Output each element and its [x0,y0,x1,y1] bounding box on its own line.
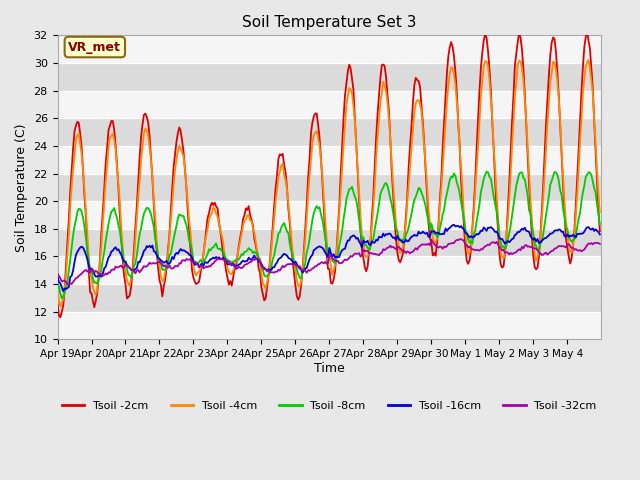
Tsoil -8cm [58,296,66,301]
Tsoil -2cm [74,119,81,125]
Line: Tsoil -16cm: Tsoil -16cm [58,225,600,291]
Tsoil -32cm [442,244,449,250]
Tsoil -2cm [583,28,591,34]
Bar [58,284,601,312]
Tsoil -4cm [442,118,449,124]
Tsoil -16cm [74,249,81,255]
Tsoil -4cm [585,57,593,63]
Bar [58,312,601,339]
Tsoil -32cm [65,282,73,288]
Title: Soil Temperature Set 3: Soil Temperature Set 3 [242,15,417,30]
Tsoil -4cm [595,191,602,196]
Tsoil -32cm [595,240,602,246]
Bar [58,36,601,63]
Tsoil -2cm [442,95,449,101]
Tsoil -4cm [54,288,61,294]
Tsoil -8cm [596,221,604,227]
Bar [58,118,601,146]
Tsoil -32cm [74,275,81,280]
Tsoil -8cm [595,211,602,217]
Y-axis label: Soil Temperature (C): Soil Temperature (C) [15,123,28,252]
Bar [58,63,601,91]
Text: VR_met: VR_met [68,40,121,54]
Tsoil -16cm [60,288,67,294]
Tsoil -4cm [596,209,604,215]
Bar [58,173,601,201]
Tsoil -32cm [334,258,342,264]
Tsoil -4cm [334,232,342,238]
Legend: Tsoil -2cm, Tsoil -4cm, Tsoil -8cm, Tsoil -16cm, Tsoil -32cm: Tsoil -2cm, Tsoil -4cm, Tsoil -8cm, Tsoi… [58,396,601,416]
Tsoil -2cm [56,314,64,320]
Tsoil -2cm [334,227,342,232]
X-axis label: Time: Time [314,362,345,375]
Bar [58,146,601,173]
Tsoil -16cm [442,226,449,231]
Tsoil -32cm [524,244,531,250]
Bar [58,91,601,118]
Tsoil -16cm [450,222,458,228]
Line: Tsoil -4cm: Tsoil -4cm [58,60,600,306]
Tsoil -8cm [524,192,531,198]
Tsoil -32cm [54,271,61,276]
Tsoil -16cm [596,231,604,237]
Line: Tsoil -8cm: Tsoil -8cm [58,172,600,299]
Tsoil -4cm [90,289,98,295]
Tsoil -32cm [596,241,604,247]
Tsoil -16cm [54,274,61,279]
Tsoil -8cm [54,279,61,285]
Bar [58,256,601,284]
Bar [58,8,601,36]
Bar [58,201,601,229]
Tsoil -16cm [595,229,602,235]
Line: Tsoil -32cm: Tsoil -32cm [58,239,600,285]
Tsoil -4cm [522,118,530,123]
Tsoil -4cm [74,133,81,139]
Line: Tsoil -2cm: Tsoil -2cm [58,31,600,317]
Tsoil -4cm [56,303,64,309]
Tsoil -8cm [74,209,81,215]
Tsoil -8cm [483,169,490,175]
Tsoil -2cm [596,228,604,234]
Tsoil -16cm [334,254,342,260]
Tsoil -2cm [522,121,530,127]
Tsoil -16cm [524,228,531,234]
Tsoil -16cm [90,271,98,277]
Tsoil -2cm [595,208,602,214]
Tsoil -8cm [334,253,342,259]
Tsoil -32cm [457,236,465,242]
Tsoil -32cm [90,270,98,276]
Tsoil -8cm [442,197,449,203]
Tsoil -2cm [90,304,98,310]
Tsoil -2cm [54,301,61,307]
Bar [58,229,601,256]
Tsoil -8cm [90,280,98,286]
